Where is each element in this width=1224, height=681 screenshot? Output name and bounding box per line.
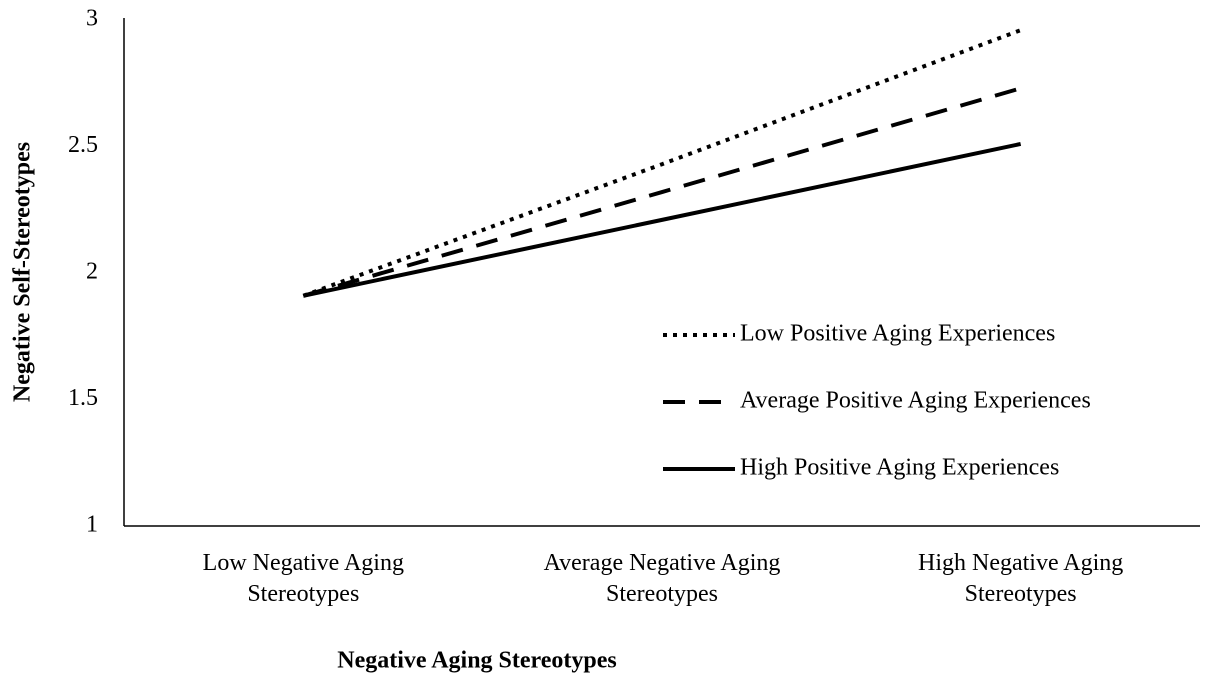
series-line	[302, 142, 1022, 298]
legend-label: High Positive Aging Experiences	[740, 455, 1059, 481]
y-tick-label: 1.5	[68, 385, 98, 411]
x-axis-title: Negative Aging Stereotypes	[337, 648, 617, 674]
series-line	[302, 28, 1022, 298]
y-tick-label: 2.5	[68, 132, 98, 158]
series-line	[302, 86, 1022, 298]
y-tick-label: 1	[86, 512, 98, 538]
x-tick-label: Average Negative Aging Stereotypes	[543, 550, 781, 607]
y-tick-label: 2	[86, 259, 98, 285]
legend-label: Average Positive Aging Experiences	[740, 388, 1091, 414]
x-tick-label: High Negative Aging Stereotypes	[918, 550, 1124, 607]
legend-label: Low Positive Aging Experiences	[740, 321, 1055, 347]
x-tick-label: Low Negative Aging Stereotypes	[202, 550, 404, 607]
y-axis-title: Negative Self-Stereotypes	[10, 142, 36, 402]
y-tick-label: 3	[86, 6, 98, 32]
